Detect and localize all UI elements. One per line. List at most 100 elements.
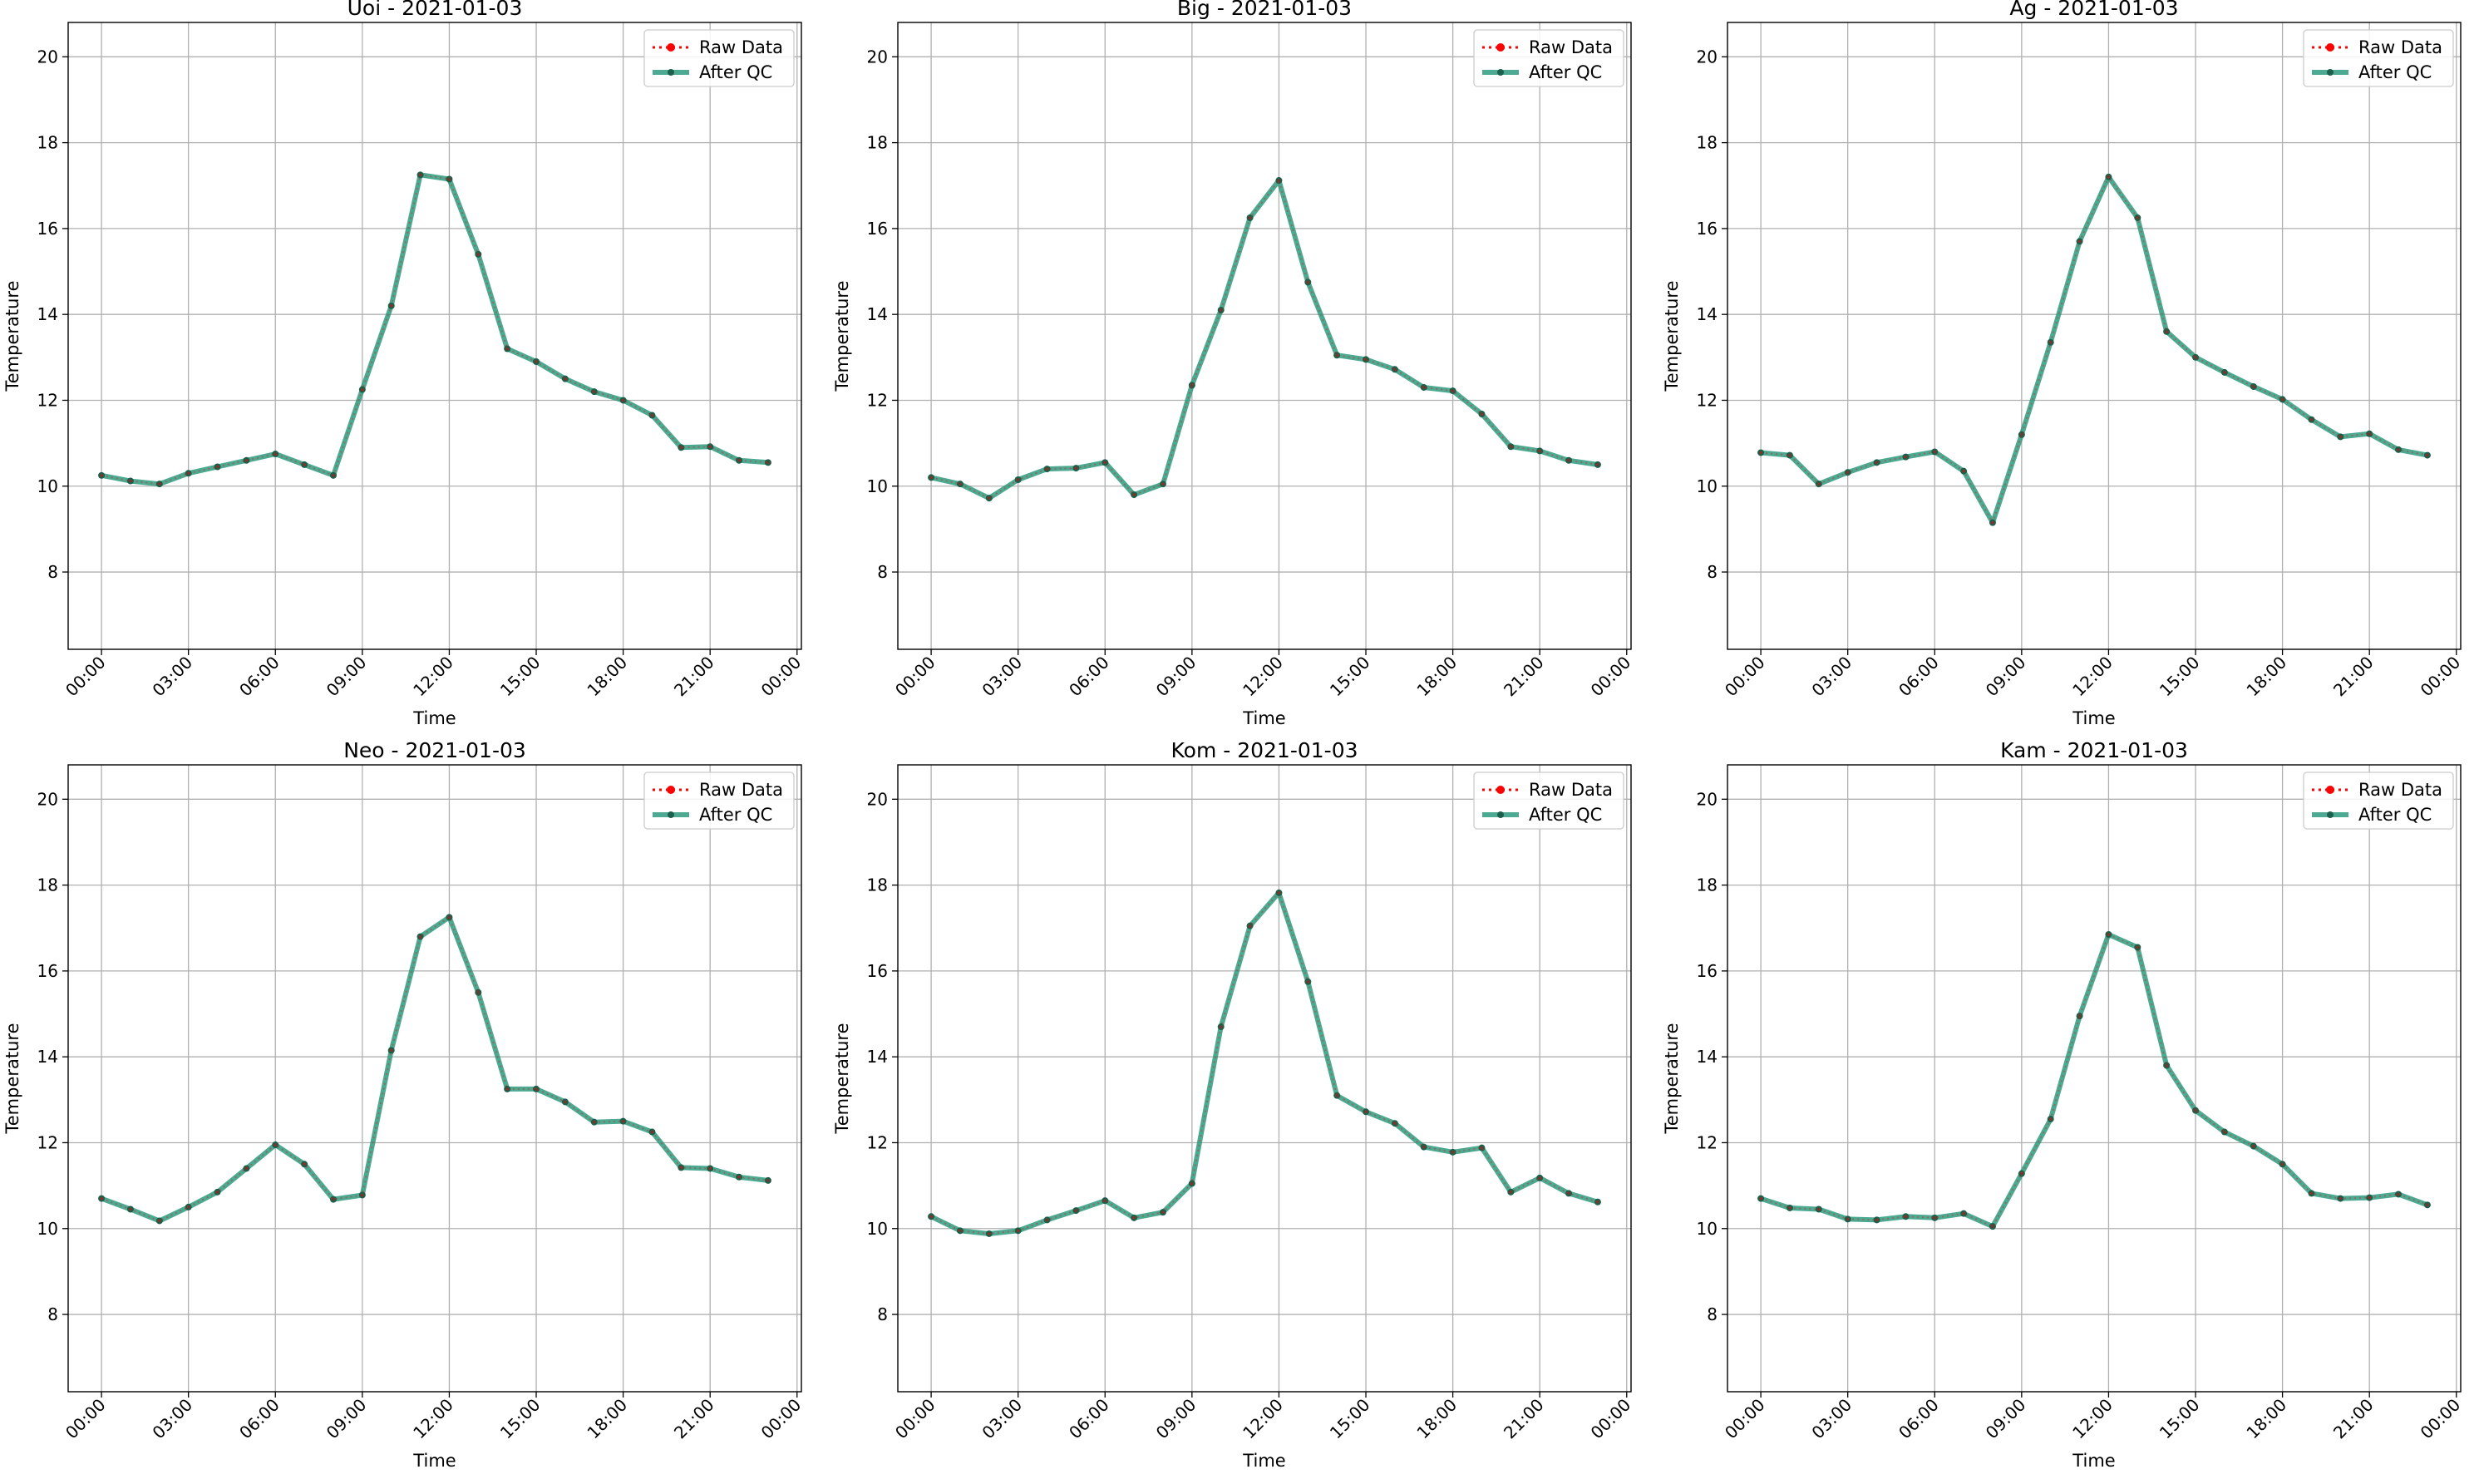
after-qc-point (1363, 1108, 1370, 1116)
series-line-raw-data (930, 890, 1599, 1235)
series-line-raw-data (930, 178, 1599, 500)
x-tick-label: 09:00 (1152, 1395, 1200, 1443)
after-qc-point (1960, 1210, 1968, 1217)
after-qc-point (1391, 1120, 1398, 1127)
after-qc-point (1757, 449, 1765, 456)
after-qc-point (678, 444, 685, 451)
after-qc-point (301, 1161, 308, 1168)
raw-data-point (1990, 520, 1994, 525)
raw-data-point (1392, 367, 1397, 372)
raw-data-point (215, 465, 219, 469)
after-qc-point (504, 345, 511, 353)
raw-data-point (737, 458, 742, 462)
raw-data-point (1016, 478, 1020, 482)
after-qc-point (2192, 353, 2200, 361)
after-qc-point (1072, 1207, 1080, 1215)
after-qc-point (1043, 1216, 1051, 1224)
legend-after-qc-marker (2327, 69, 2334, 76)
chart-panel-5: 8 10 12 14 16 18 20 00:00 03:00 06:00 09:00 12:00 15… (832, 738, 1634, 1471)
x-tick-label: 09:00 (1152, 653, 1200, 701)
legend-raw-marker (667, 786, 675, 794)
y-tick-label: 12 (1697, 390, 1718, 410)
after-qc-point (446, 914, 453, 921)
after-qc-point (648, 1128, 656, 1136)
x-tick-label: 21:00 (1500, 1395, 1548, 1443)
x-tick-label: 15:00 (2156, 653, 2204, 701)
after-qc-point (1217, 307, 1225, 314)
raw-data-point (447, 177, 451, 181)
after-qc-point (214, 463, 221, 471)
legend: Raw Data After QC (2303, 772, 2454, 830)
after-qc-point (1786, 451, 1793, 459)
after-qc-point (561, 1098, 569, 1106)
after-qc-point (387, 1047, 395, 1054)
legend-raw-marker (2326, 786, 2334, 794)
y-tick-label: 12 (37, 1132, 58, 1152)
y-axis-label: Temperature (832, 1023, 852, 1134)
after-qc-point (2366, 430, 2373, 437)
legend-after-qc-label: After QC (1529, 805, 1602, 825)
raw-data-point (2048, 340, 2053, 344)
after-qc-point (736, 1173, 743, 1181)
after-qc-point (2105, 930, 2112, 938)
raw-data-point (100, 1196, 104, 1201)
series-line-raw-data (1760, 933, 2428, 1228)
raw-data-point (418, 934, 422, 939)
after-qc-point (648, 412, 656, 419)
legend: Raw Data After QC (1473, 772, 1624, 830)
after-qc-point (1786, 1204, 1793, 1211)
raw-data-point (157, 1219, 161, 1223)
after-qc-point (2337, 1195, 2344, 1202)
after-qc-point (1565, 456, 1573, 464)
series-line-after-qc (101, 172, 769, 487)
raw-data-point (2077, 239, 2082, 244)
raw-data-point (1248, 215, 1252, 219)
after-qc-point (1815, 1205, 1822, 1213)
after-qc-point (1014, 1227, 1022, 1235)
x-tick-label: 00:00 (2417, 653, 2465, 701)
after-qc-point (1159, 1209, 1166, 1216)
after-qc-point (1102, 459, 1109, 466)
after-qc-point (1014, 476, 1022, 484)
legend: Raw Data After QC (1473, 29, 1624, 87)
legend-after-qc-label: After QC (1529, 62, 1602, 82)
raw-data-point (1364, 1110, 1368, 1114)
after-qc-point (1507, 1188, 1515, 1196)
y-tick-label: 12 (867, 1132, 888, 1152)
y-tick-label: 14 (867, 304, 888, 324)
x-tick-label: 00:00 (1587, 1395, 1635, 1443)
raw-data-point (1161, 1210, 1165, 1215)
raw-data-point (708, 445, 712, 449)
raw-data-point (1190, 383, 1194, 387)
after-qc-point (2279, 396, 2286, 403)
chart-title: Uoi - 2021-01-03 (347, 0, 523, 20)
after-qc-point (2220, 368, 2228, 376)
y-tick-label: 12 (867, 390, 888, 410)
after-qc-point (1304, 279, 1312, 286)
after-qc-point (1102, 1197, 1109, 1205)
legend-raw-label: Raw Data (699, 780, 783, 800)
x-tick-label: 03:00 (1807, 1395, 1856, 1443)
x-tick-label: 00:00 (891, 653, 939, 701)
after-qc-point (329, 471, 337, 479)
raw-data-point (1904, 1215, 1908, 1219)
after-qc-point (1873, 459, 1880, 466)
after-qc-point (1536, 1174, 1544, 1181)
legend-raw-label: Raw Data (1529, 37, 1613, 57)
x-tick-label: 00:00 (62, 1395, 110, 1443)
after-qc-point (1449, 387, 1456, 395)
after-qc-point (1536, 447, 1544, 455)
after-qc-point (1989, 519, 1996, 526)
y-tick-label: 18 (867, 875, 888, 895)
after-qc-point (1159, 481, 1166, 488)
raw-data-point (1846, 471, 1850, 475)
legend-after-qc-marker (2327, 811, 2334, 818)
x-tick-label: 09:00 (323, 1395, 371, 1443)
after-qc-point (764, 1176, 771, 1184)
legend-after-qc-marker (1497, 811, 1504, 818)
raw-data-point (1816, 482, 1821, 486)
raw-data-point (2280, 1162, 2284, 1166)
raw-data-point (766, 1178, 770, 1182)
series-line-raw-data (101, 915, 769, 1222)
raw-data-point (592, 390, 596, 394)
